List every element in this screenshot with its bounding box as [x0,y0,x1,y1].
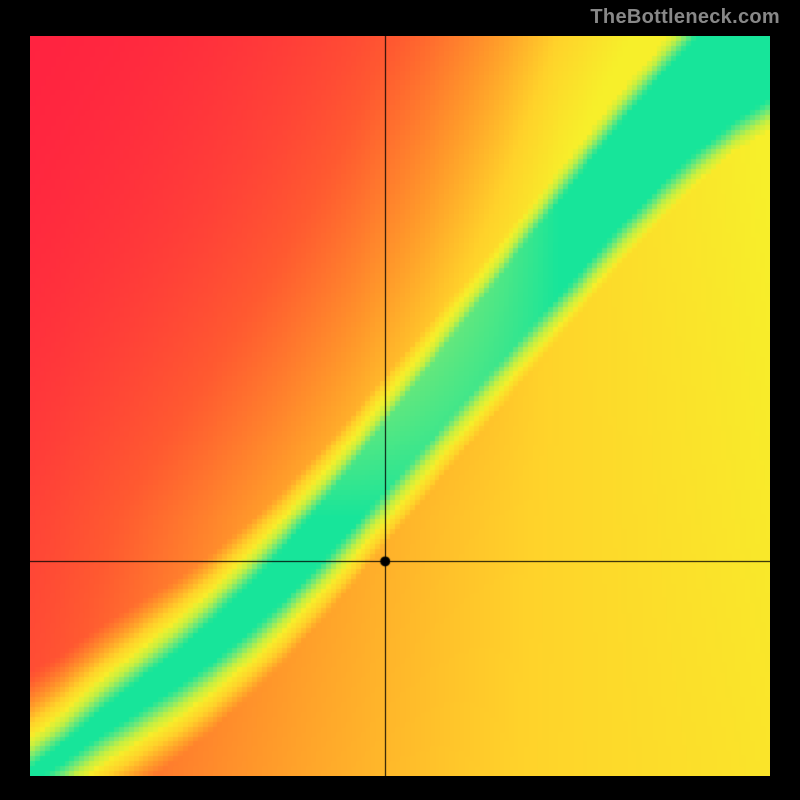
heatmap-canvas [30,36,770,776]
page-root: TheBottleneck.com [0,0,800,800]
watermark-text: TheBottleneck.com [590,6,780,29]
heatmap-plot [30,36,770,776]
